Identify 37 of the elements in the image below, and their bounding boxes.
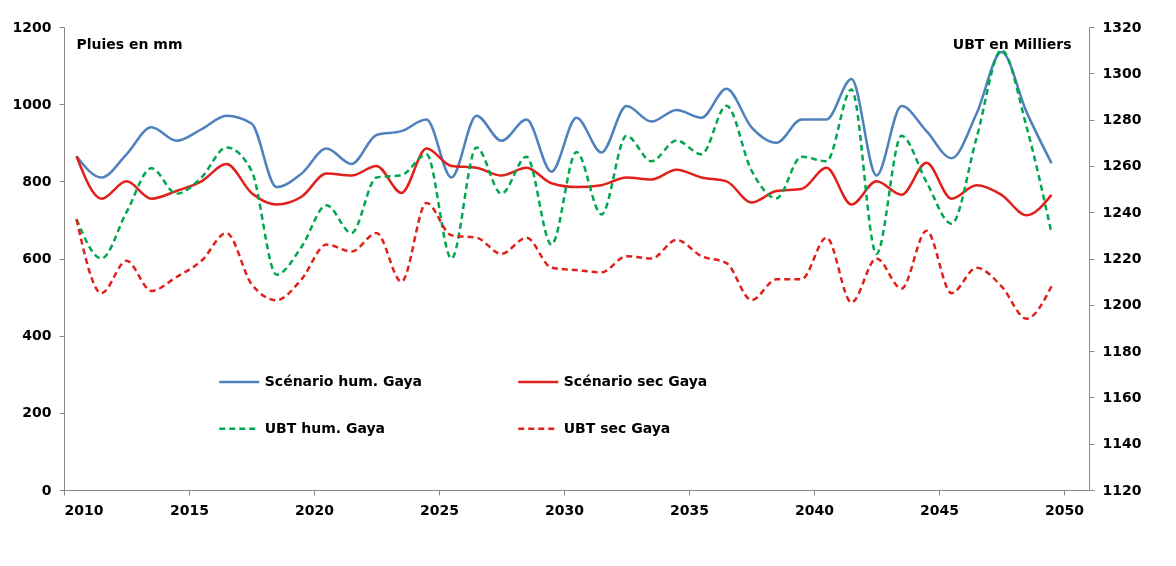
y-tick-label: 1200 — [12, 18, 52, 35]
y2-tick-label: 1140 — [1102, 435, 1142, 452]
y-tick-label: 800 — [22, 172, 52, 189]
y2-tick-label: 1220 — [1102, 250, 1142, 266]
x-tick-label: 2010 — [64, 501, 104, 518]
y-tick-label: 600 — [22, 250, 52, 266]
y2-tick-label: 1240 — [1102, 203, 1142, 220]
y2-axis-title: UBT en Milliers — [952, 35, 1072, 52]
y2-tick-label: 1200 — [1102, 296, 1142, 313]
y-tick-label: 200 — [22, 404, 52, 421]
y2-tick-label: 1300 — [1102, 64, 1142, 81]
x-tick-label: 2035 — [670, 501, 709, 518]
legend-label: Scénario hum. Gaya — [264, 373, 423, 390]
y2-tick-label: 1320 — [1102, 18, 1142, 35]
y2-tick-label: 1180 — [1102, 342, 1142, 359]
y-tick-label: 0 — [41, 481, 52, 498]
y2-tick-label: 1160 — [1102, 388, 1142, 405]
x-tick-label: 2030 — [545, 501, 585, 518]
y-tick-label: 400 — [22, 327, 52, 344]
line-series — [75, 48, 1053, 276]
x-tick-label: 2040 — [795, 501, 835, 518]
line-series — [75, 147, 1053, 217]
x-tick-label: 2050 — [1045, 501, 1085, 518]
x-tick-label: 2025 — [420, 501, 459, 518]
legend-label: Scénario sec Gaya — [563, 373, 708, 390]
x-tick-label: 2020 — [295, 501, 335, 518]
y-tick-label: 1000 — [12, 95, 52, 112]
legend-label: UBT hum. Gaya — [264, 419, 386, 436]
legend-label: UBT sec Gaya — [563, 419, 671, 436]
line-series — [75, 201, 1053, 320]
y-axis-title: Pluies en mm — [76, 35, 183, 52]
y2-tick-label: 1280 — [1102, 111, 1142, 128]
line-series — [75, 50, 1053, 189]
y2-tick-label: 1260 — [1102, 157, 1142, 174]
x-tick-label: 2045 — [920, 501, 959, 518]
x-tick-label: 2015 — [170, 501, 209, 518]
y2-tick-label: 1120 — [1102, 481, 1142, 498]
